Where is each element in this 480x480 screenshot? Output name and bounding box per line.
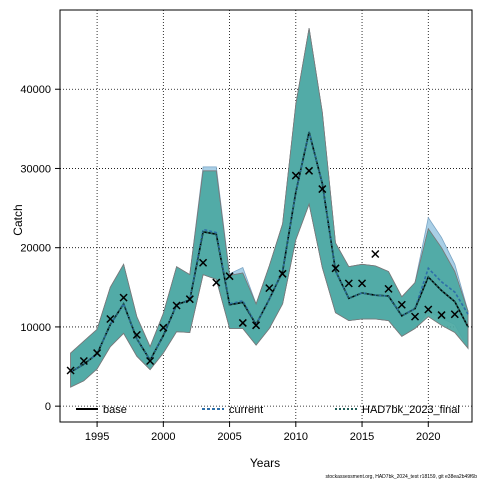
band-had7bk-2023-final <box>70 28 469 388</box>
observed-point-stroke-b <box>93 349 102 358</box>
observed-point-2015 <box>358 279 367 288</box>
observed-point-stroke-b <box>199 258 208 267</box>
observed-point-2008 <box>265 284 274 293</box>
observed-point-2014 <box>344 279 353 288</box>
observed-point-2003 <box>199 258 208 267</box>
x-tick-label-2020: 2020 <box>416 431 440 443</box>
observed-point-stroke-b <box>132 330 141 339</box>
observed-point-stroke-b <box>437 311 446 320</box>
legend-item-current: current <box>202 404 263 416</box>
observed-point-stroke-b <box>397 300 406 309</box>
observed-point-1995 <box>93 349 102 358</box>
observed-point-stroke-b <box>172 301 181 310</box>
observed-point-2011 <box>305 166 314 175</box>
line-had7bk-2023-final <box>70 131 469 373</box>
observed-point-1996 <box>106 314 115 324</box>
observed-point-1994 <box>79 356 88 366</box>
observed-point-2002 <box>185 295 194 304</box>
observed-point-1997 <box>119 293 128 302</box>
y-tick-label-0: 0 <box>45 401 51 413</box>
observed-point-1998 <box>132 330 141 339</box>
observed-point-stroke-b <box>212 278 221 287</box>
observed-point-2022 <box>450 310 459 319</box>
source-caption: stockassessment.org, HAD7bk_2024_test r1… <box>326 474 478 480</box>
observed-point-2005 <box>225 272 234 281</box>
observed-point-stroke-b <box>411 312 420 321</box>
y-axis-ticks: 0 10000 20000 30000 40000 <box>20 84 60 413</box>
x-axis-title: Years <box>250 456 280 470</box>
observed-point-stroke-b <box>371 250 380 259</box>
observed-point-2010 <box>291 171 300 180</box>
x-axis-ticks: 1995 2000 2005 2010 2015 2020 <box>85 422 441 443</box>
observed-point-2021 <box>437 311 446 320</box>
observed-point-stroke-b <box>331 264 340 273</box>
x-tick-label-1995: 1995 <box>85 431 109 443</box>
band-base <box>70 28 469 388</box>
y-axis-title: Catch <box>11 204 25 235</box>
observed-point-stroke-b <box>66 366 75 375</box>
observed-point-1993 <box>66 366 75 375</box>
observed-point-2019 <box>411 312 420 321</box>
observed-point-stroke-b <box>252 321 261 330</box>
observed-point-stroke-b <box>159 323 168 332</box>
observed-point-stroke-b <box>291 171 300 180</box>
observed-point-stroke-b <box>384 284 393 293</box>
observed-point-stroke-b <box>265 284 274 293</box>
confidence-bands <box>70 28 469 388</box>
observed-point-stroke-b <box>185 295 194 304</box>
observed-point-2007 <box>252 321 261 330</box>
line-current <box>70 131 469 373</box>
observed-point-stroke-b <box>79 356 88 366</box>
legend-item-base: base <box>76 404 127 416</box>
observed-point-2001 <box>172 301 181 310</box>
legend-item-had7bk-2023-final: HAD7bk_2023_final <box>335 404 460 416</box>
y-tick-label-30000: 30000 <box>20 163 51 175</box>
legend: base current HAD7bk_2023_final <box>76 404 460 416</box>
observed-point-2000 <box>159 323 168 332</box>
observed-point-stroke-b <box>278 269 287 278</box>
observed-point-stroke-b <box>225 272 234 281</box>
legend-item-base-label: base <box>103 404 127 416</box>
legend-item-current-label: current <box>229 404 263 416</box>
observed-points <box>66 166 459 375</box>
observed-point-1999 <box>146 356 155 366</box>
observed-point-2009 <box>278 269 287 278</box>
observed-point-2013 <box>331 264 340 273</box>
observed-point-2016 <box>371 250 380 259</box>
observed-point-2017 <box>384 284 393 293</box>
observed-point-stroke-b <box>146 356 155 366</box>
y-tick-label-20000: 20000 <box>20 243 51 255</box>
series-lines <box>70 131 469 373</box>
observed-point-stroke-b <box>305 166 314 175</box>
y-tick-label-40000: 40000 <box>20 84 51 96</box>
observed-point-stroke-b <box>106 314 115 324</box>
x-tick-label-2000: 2000 <box>151 431 175 443</box>
observed-point-2018 <box>397 300 406 309</box>
x-tick-label-2010: 2010 <box>284 431 308 443</box>
observed-point-2004 <box>212 278 221 287</box>
observed-point-stroke-b <box>424 305 433 314</box>
x-tick-label-2005: 2005 <box>217 431 241 443</box>
x-tick-label-2015: 2015 <box>350 431 374 443</box>
observed-point-stroke-b <box>358 279 367 288</box>
observed-point-stroke-b <box>318 185 327 194</box>
observed-point-2006 <box>238 318 247 327</box>
observed-point-stroke-b <box>344 279 353 288</box>
observed-point-stroke-b <box>450 310 459 319</box>
plot-frame <box>59 9 473 423</box>
observed-point-stroke-b <box>238 318 247 327</box>
y-tick-label-10000: 10000 <box>20 322 51 334</box>
gridlines <box>60 10 472 422</box>
observed-point-2020 <box>424 305 433 314</box>
observed-point-stroke-b <box>119 293 128 302</box>
observed-point-2012 <box>318 185 327 194</box>
legend-item-had7bk-2023-final-label: HAD7bk_2023_final <box>362 404 460 416</box>
